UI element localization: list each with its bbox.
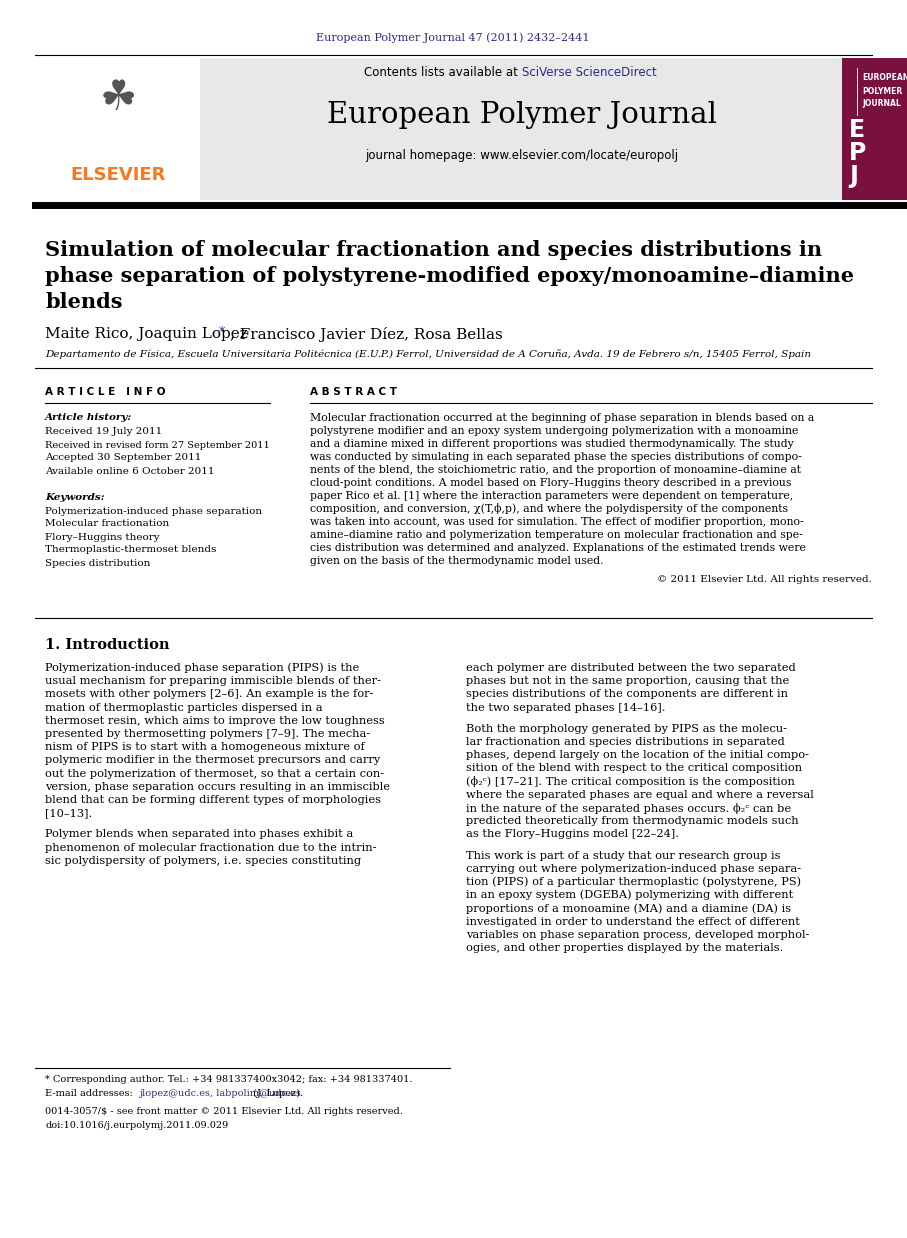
Text: [10–13].: [10–13].	[45, 808, 93, 818]
Text: Thermoplastic-thermoset blends: Thermoplastic-thermoset blends	[45, 546, 217, 555]
Text: paper Rico et al. [1] where the interaction parameters were dependent on tempera: paper Rico et al. [1] where the interact…	[310, 491, 794, 501]
Text: nism of PIPS is to start with a homogeneous mixture of: nism of PIPS is to start with a homogene…	[45, 743, 365, 753]
Text: Both the morphology generated by PIPS as the molecu-: Both the morphology generated by PIPS as…	[466, 724, 787, 734]
Text: European Polymer Journal 47 (2011) 2432–2441: European Polymer Journal 47 (2011) 2432–…	[317, 32, 590, 43]
Text: Flory–Huggins theory: Flory–Huggins theory	[45, 532, 160, 541]
Bar	[35, 58, 200, 201]
Text: ogies, and other properties displayed by the materials.: ogies, and other properties displayed by…	[466, 943, 784, 953]
Text: 1. Introduction: 1. Introduction	[45, 638, 170, 652]
Text: Polymer blends when separated into phases exhibit a: Polymer blends when separated into phase…	[45, 829, 353, 839]
Text: Contents lists available at: Contents lists available at	[365, 67, 522, 79]
Text: Polymerization-induced phase separation: Polymerization-induced phase separation	[45, 506, 262, 515]
Text: Molecular fractionation occurred at the beginning of phase separation in blends : Molecular fractionation occurred at the …	[310, 413, 814, 423]
Text: tion (PIPS) of a particular thermoplastic (polystyrene, PS): tion (PIPS) of a particular thermoplasti…	[466, 877, 801, 888]
Text: mosets with other polymers [2–6]. An example is the for-: mosets with other polymers [2–6]. An exa…	[45, 690, 374, 699]
Text: 0014-3057/$ - see front matter © 2011 Elsevier Ltd. All rights reserved.: 0014-3057/$ - see front matter © 2011 El…	[45, 1108, 403, 1117]
Text: cloud-point conditions. A model based on Flory–Huggins theory described in a pre: cloud-point conditions. A model based on…	[310, 478, 792, 488]
Text: was conducted by simulating in each separated phase the species distributions of: was conducted by simulating in each sepa…	[310, 452, 802, 462]
Text: amine–diamine ratio and polymerization temperature on molecular fractionation an: amine–diamine ratio and polymerization t…	[310, 530, 803, 540]
Text: lar fractionation and species distributions in separated: lar fractionation and species distributi…	[466, 737, 785, 747]
Text: This work is part of a study that our research group is: This work is part of a study that our re…	[466, 851, 781, 860]
Bar	[842, 58, 907, 201]
Text: polystyrene modifier and an epoxy system undergoing polymerization with a monoam: polystyrene modifier and an epoxy system…	[310, 426, 798, 436]
Text: thermoset resin, which aims to improve the low toughness: thermoset resin, which aims to improve t…	[45, 716, 385, 725]
Text: species distributions of the components are different in: species distributions of the components …	[466, 690, 788, 699]
Text: sic polydispersity of polymers, i.e. species constituting: sic polydispersity of polymers, i.e. spe…	[45, 855, 361, 865]
Text: sition of the blend with respect to the critical composition: sition of the blend with respect to the …	[466, 764, 802, 774]
Text: SciVerse ScienceDirect: SciVerse ScienceDirect	[522, 67, 657, 79]
Text: Species distribution: Species distribution	[45, 558, 151, 567]
Text: given on the basis of the thermodynamic model used.: given on the basis of the thermodynamic …	[310, 556, 603, 566]
Text: blend that can be forming different types of morphologies: blend that can be forming different type…	[45, 795, 381, 805]
Text: Molecular fractionation: Molecular fractionation	[45, 520, 170, 529]
Text: (ϕ₂ᶜ) [17–21]. The critical composition is the composition: (ϕ₂ᶜ) [17–21]. The critical composition …	[466, 776, 795, 787]
Text: E: E	[849, 118, 865, 142]
Text: nents of the blend, the stoichiometric ratio, and the proportion of monoamine–di: nents of the blend, the stoichiometric r…	[310, 465, 801, 475]
Text: version, phase separation occurs resulting in an immiscible: version, phase separation occurs resulti…	[45, 782, 390, 792]
Text: in the nature of the separated phases occurs. ϕ₂ᶜ can be: in the nature of the separated phases oc…	[466, 802, 791, 813]
Text: cies distribution was determined and analyzed. Explanations of the estimated tre: cies distribution was determined and ana…	[310, 543, 806, 553]
Text: Keywords:: Keywords:	[45, 494, 104, 503]
Text: doi:10.1016/j.eurpolymj.2011.09.029: doi:10.1016/j.eurpolymj.2011.09.029	[45, 1120, 229, 1129]
Text: presented by thermosetting polymers [7–9]. The mecha-: presented by thermosetting polymers [7–9…	[45, 729, 370, 739]
Text: and a diamine mixed in different proportions was studied thermodynamically. The : and a diamine mixed in different proport…	[310, 439, 794, 449]
Text: *: *	[215, 326, 225, 338]
Text: blends: blends	[45, 292, 122, 312]
Text: ELSEVIER: ELSEVIER	[71, 166, 166, 184]
Text: POLYMER: POLYMER	[862, 87, 902, 95]
Text: P: P	[849, 141, 866, 165]
Text: J: J	[849, 163, 858, 188]
Text: Accepted 30 September 2011: Accepted 30 September 2011	[45, 453, 201, 463]
Text: polymeric modifier in the thermoset precursors and carry: polymeric modifier in the thermoset prec…	[45, 755, 380, 765]
Text: investigated in order to understand the effect of different: investigated in order to understand the …	[466, 916, 800, 926]
Text: Article history:: Article history:	[45, 413, 132, 422]
Text: Polymerization-induced phase separation (PIPS) is the: Polymerization-induced phase separation …	[45, 662, 359, 673]
Text: (J. Lopez).: (J. Lopez).	[250, 1088, 303, 1098]
Text: phases, depend largely on the location of the initial compo-: phases, depend largely on the location o…	[466, 750, 809, 760]
Text: A R T I C L E   I N F O: A R T I C L E I N F O	[45, 387, 165, 397]
Text: jlopez@udc.es, labpolim@udc.es: jlopez@udc.es, labpolim@udc.es	[140, 1088, 302, 1098]
Text: EUROPEAN: EUROPEAN	[862, 73, 907, 83]
Text: where the separated phases are equal and where a reversal: where the separated phases are equal and…	[466, 790, 814, 800]
Text: Received 19 July 2011: Received 19 July 2011	[45, 427, 162, 437]
Text: Available online 6 October 2011: Available online 6 October 2011	[45, 467, 214, 475]
Text: the two separated phases [14–16].: the two separated phases [14–16].	[466, 703, 666, 713]
Text: , Francisco Javier Díez, Rosa Bellas: , Francisco Javier Díez, Rosa Bellas	[230, 327, 502, 342]
Text: Simulation of molecular fractionation and species distributions in: Simulation of molecular fractionation an…	[45, 240, 822, 260]
Text: composition, and conversion, χ(T,ϕ,p), and where the polydispersity of the compo: composition, and conversion, χ(T,ϕ,p), a…	[310, 504, 788, 515]
Text: proportions of a monoamine (MA) and a diamine (DA) is: proportions of a monoamine (MA) and a di…	[466, 903, 791, 914]
Text: European Polymer Journal: European Polymer Journal	[327, 102, 717, 129]
Text: Received in revised form 27 September 2011: Received in revised form 27 September 20…	[45, 441, 269, 449]
Text: phenomenon of molecular fractionation due to the intrin-: phenomenon of molecular fractionation du…	[45, 843, 376, 853]
Text: variables on phase separation process, developed morphol-: variables on phase separation process, d…	[466, 930, 809, 940]
Bar	[200, 58, 845, 201]
Text: A B S T R A C T: A B S T R A C T	[310, 387, 397, 397]
Text: phases but not in the same proportion, causing that the: phases but not in the same proportion, c…	[466, 676, 789, 686]
Text: in an epoxy system (DGEBA) polymerizing with different: in an epoxy system (DGEBA) polymerizing …	[466, 890, 794, 900]
Text: carrying out where polymerization-induced phase separa-: carrying out where polymerization-induce…	[466, 864, 801, 874]
Text: out the polymerization of thermoset, so that a certain con-: out the polymerization of thermoset, so …	[45, 769, 385, 779]
Text: ☘: ☘	[99, 77, 137, 119]
Text: usual mechanism for preparing immiscible blends of ther-: usual mechanism for preparing immiscible…	[45, 676, 381, 686]
Text: journal homepage: www.elsevier.com/locate/europolj: journal homepage: www.elsevier.com/locat…	[366, 149, 678, 161]
Text: Departamento de Física, Escuela Universitaria Politécnica (E.U.P.) Ferrol, Unive: Departamento de Física, Escuela Universi…	[45, 349, 811, 359]
Text: was taken into account, was used for simulation. The effect of modifier proporti: was taken into account, was used for sim…	[310, 517, 804, 527]
Text: each polymer are distributed between the two separated: each polymer are distributed between the…	[466, 664, 795, 673]
Text: JOURNAL: JOURNAL	[862, 99, 901, 109]
Text: © 2011 Elsevier Ltd. All rights reserved.: © 2011 Elsevier Ltd. All rights reserved…	[658, 576, 872, 584]
Text: * Corresponding author. Tel.: +34 981337400x3042; fax: +34 981337401.: * Corresponding author. Tel.: +34 981337…	[45, 1076, 413, 1084]
Text: phase separation of polystyrene-modified epoxy/monoamine–diamine: phase separation of polystyrene-modified…	[45, 266, 854, 286]
Text: Maite Rico, Joaquin Lopez: Maite Rico, Joaquin Lopez	[45, 327, 248, 340]
Text: as the Flory–Huggins model [22–24].: as the Flory–Huggins model [22–24].	[466, 829, 679, 839]
Text: mation of thermoplastic particles dispersed in a: mation of thermoplastic particles disper…	[45, 703, 323, 713]
Text: E-mail addresses:: E-mail addresses:	[45, 1088, 136, 1098]
Text: predicted theoretically from thermodynamic models such: predicted theoretically from thermodynam…	[466, 816, 799, 826]
